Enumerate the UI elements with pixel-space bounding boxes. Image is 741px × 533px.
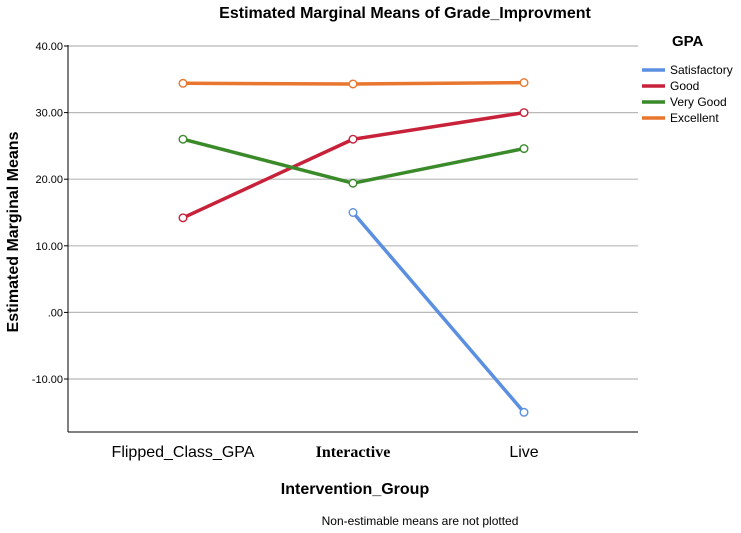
data-point <box>178 213 188 223</box>
legend-label: Satisfactory <box>670 63 733 77</box>
footnote: Non-estimable means are not plotted <box>322 514 519 528</box>
series-line <box>182 137 525 185</box>
series-line <box>182 110 525 220</box>
axes <box>64 45 638 433</box>
y-tick-label: 30.00 <box>35 108 63 120</box>
y-tick-label: 10.00 <box>35 241 63 253</box>
data-point <box>178 78 188 88</box>
data-point <box>519 108 529 118</box>
data-point <box>348 134 358 144</box>
x-tick-label: Flipped_Class_GPA <box>112 444 255 461</box>
x-tick-labels: Flipped_Class_GPA Interactive Live <box>112 444 539 461</box>
chart-title: Estimated Marginal Means of Grade_Improv… <box>219 5 591 22</box>
legend-label: Very Good <box>670 95 727 109</box>
data-point <box>519 78 529 88</box>
legend-label: Good <box>670 79 699 93</box>
data-point <box>348 79 358 89</box>
data-point <box>348 178 358 188</box>
series-lines <box>178 78 529 417</box>
y-tick-label: -10.00 <box>32 374 63 386</box>
y-axis-title: Estimated Marginal Means <box>5 131 22 332</box>
legend: GPA Satisfactory Good Very Good Excellent <box>642 33 733 125</box>
x-axis-title: Intervention_Group <box>281 481 430 498</box>
x-tick-label: Live <box>509 444 538 461</box>
x-tick-label: Interactive <box>316 444 391 461</box>
data-point <box>519 407 529 417</box>
legend-title: GPA <box>672 33 704 50</box>
y-tick-label: 20.00 <box>35 174 63 186</box>
y-tick-label: .00 <box>48 307 63 319</box>
data-point <box>348 207 358 217</box>
data-point <box>178 134 188 144</box>
series-line <box>351 211 526 414</box>
legend-label: Excellent <box>670 111 719 125</box>
data-point <box>519 144 529 154</box>
y-tick-labels: 40.00 30.00 20.00 10.00 .00 -10.00 <box>32 41 63 386</box>
y-tick-label: 40.00 <box>35 41 63 53</box>
